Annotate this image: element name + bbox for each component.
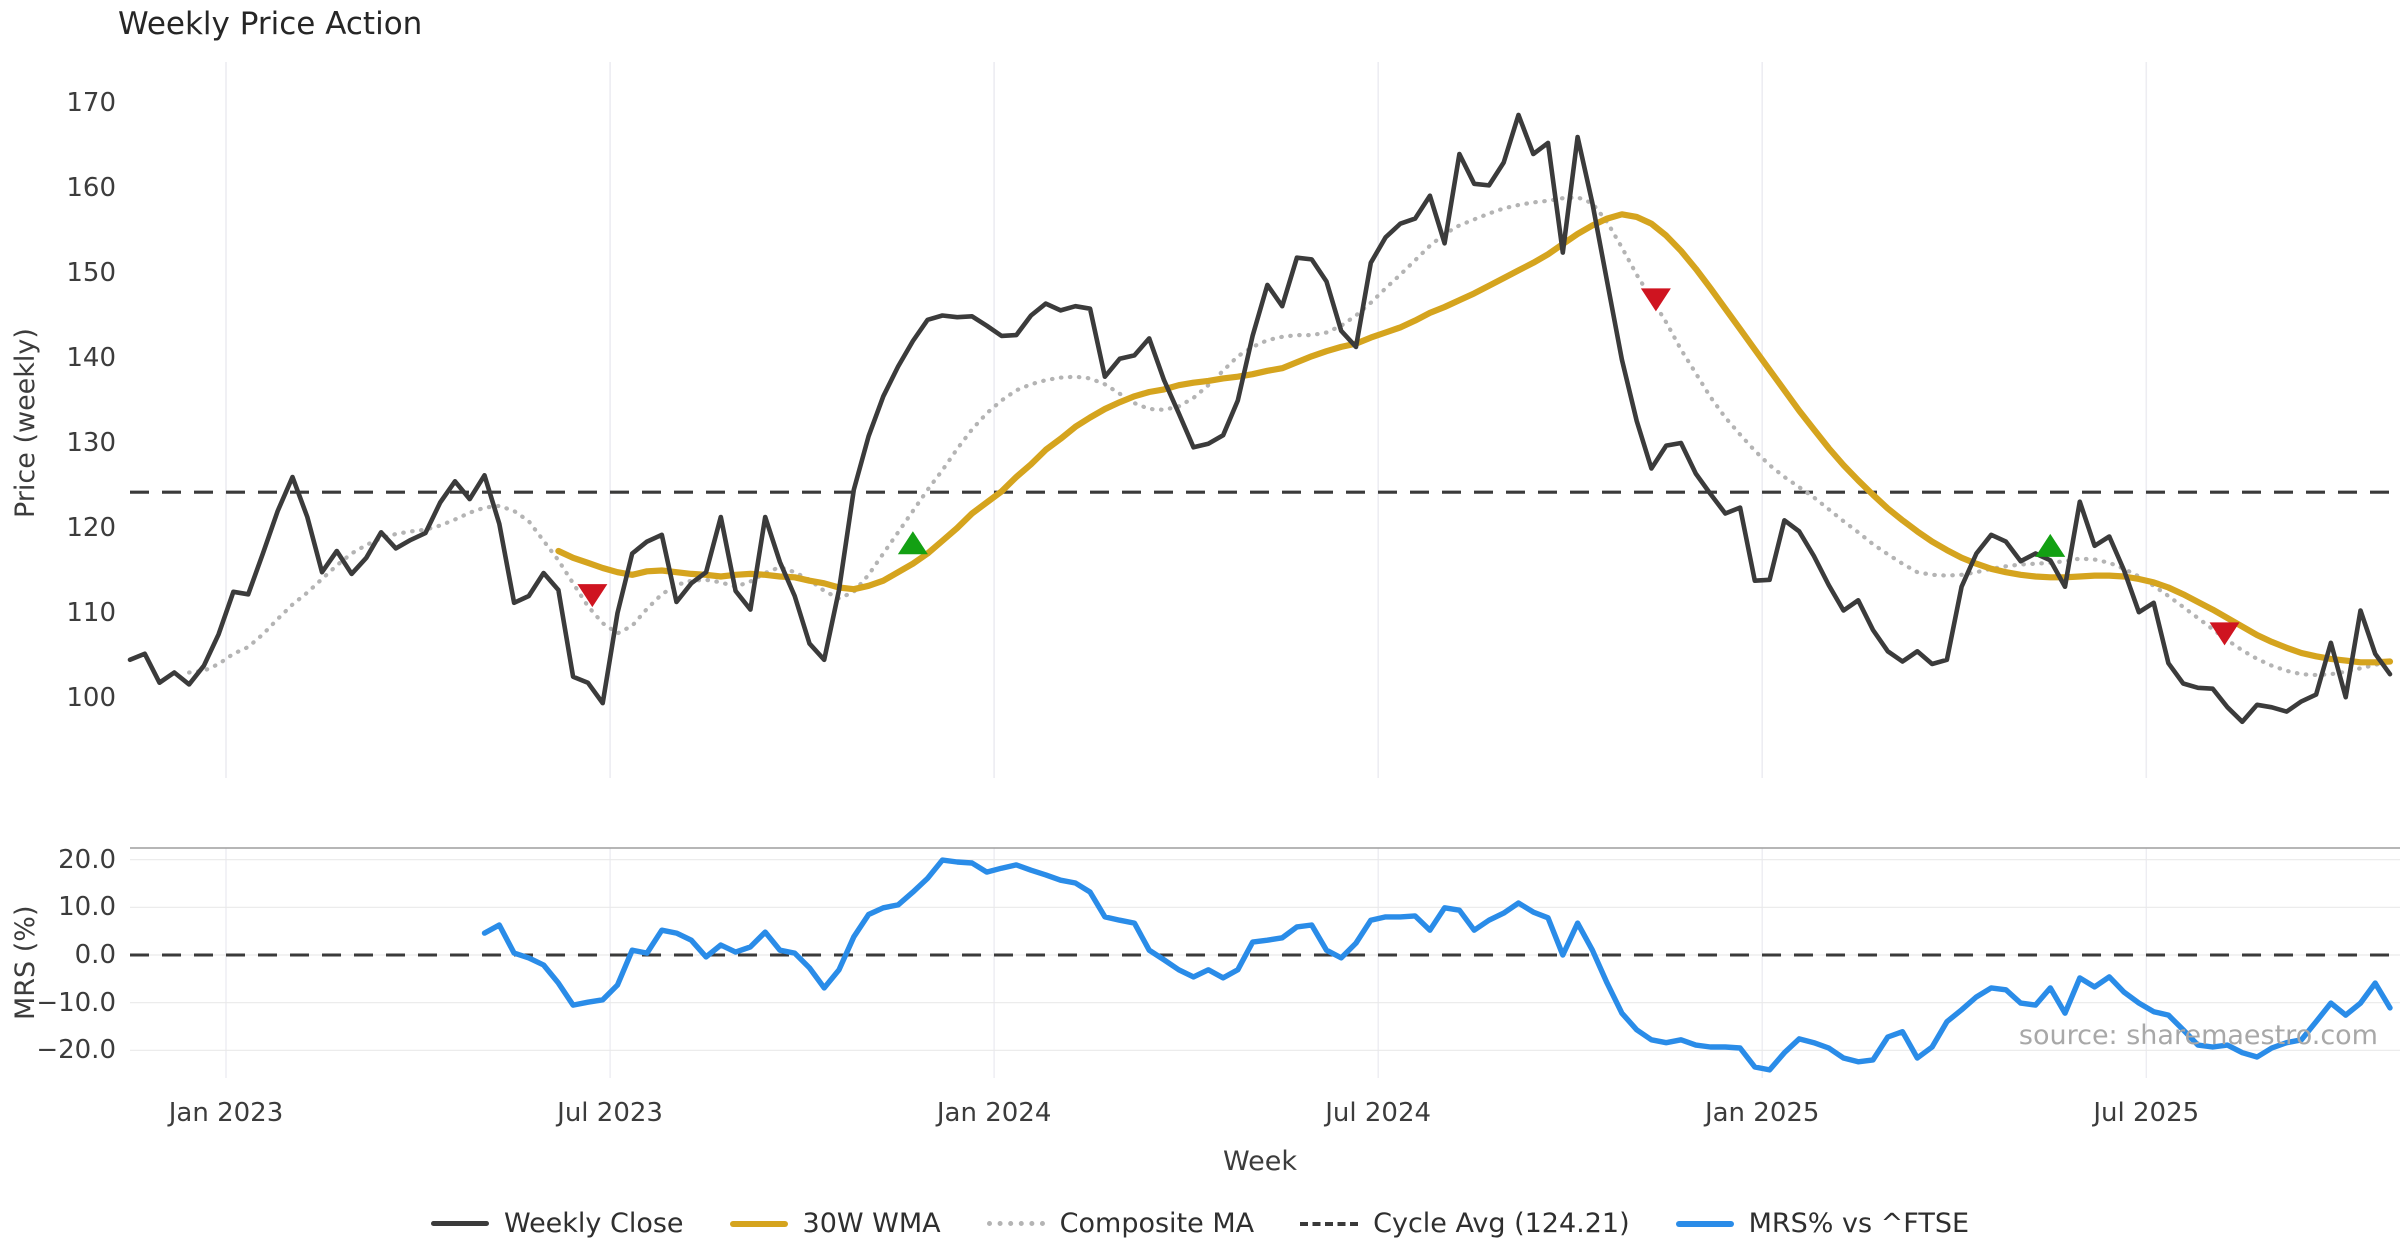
x-tick-jul-2025: Jul 2025	[2093, 1098, 2200, 1128]
legend-item-weekly-close: Weekly Close	[430, 1208, 684, 1239]
legend-item-30w-wma: 30W WMA	[729, 1208, 941, 1239]
x-tick-jul-2024: Jul 2024	[1325, 1098, 1432, 1128]
mrs-y-tick: −20.0	[36, 1035, 116, 1066]
buy-marker-icon	[897, 531, 928, 555]
legend-item-mrs-vs-ftse: MRS% vs ^FTSE	[1675, 1208, 1970, 1239]
composite-ma-line	[187, 195, 2393, 678]
legend-item-cycle-avg-124-21-: Cycle Avg (124.21)	[1300, 1208, 1630, 1239]
legend-label: Composite MA	[1059, 1208, 1255, 1239]
legend-swatch-dashed-icon	[1300, 1221, 1359, 1226]
mrs-y-tick: 20.0	[58, 844, 116, 875]
sell-marker-icon	[1640, 288, 1671, 312]
legend-swatch-solid-icon	[1675, 1220, 1734, 1227]
price-y-tick: 120	[66, 513, 116, 543]
price-y-tick: 100	[66, 683, 116, 713]
x-tick-jan-2025: Jan 2025	[1704, 1098, 1820, 1128]
legend-swatch-solid-icon	[729, 1220, 788, 1227]
wma-30w-line	[555, 211, 2394, 666]
source-watermark: source: sharemaestro.com	[2018, 1020, 2378, 1051]
legend-label: 30W WMA	[802, 1208, 941, 1239]
price-y-tick: 160	[66, 173, 116, 203]
sell-marker-icon	[577, 584, 608, 608]
sell-marker-icon	[2209, 622, 2240, 646]
mrs-y-tick: 10.0	[58, 892, 116, 923]
legend-swatch-dotted-icon	[986, 1221, 1045, 1226]
legend: Weekly Close 30W WMA Composite MA Cycle Avg…	[0, 1208, 2400, 1239]
buy-marker-icon	[2035, 533, 2066, 557]
price-y-tick: 170	[66, 88, 116, 118]
x-tick-jan-2023: Jan 2023	[168, 1098, 284, 1128]
legend-label: MRS% vs ^FTSE	[1748, 1208, 1970, 1239]
x-tick-jan-2024: Jan 2024	[936, 1098, 1052, 1128]
mrs-line	[481, 857, 2393, 1073]
legend-item-composite-ma: Composite MA	[986, 1208, 1255, 1239]
mrs-y-tick: −10.0	[36, 987, 116, 1018]
weekly-close-line	[127, 112, 2393, 725]
gridlines	[130, 62, 2400, 1078]
chart-title: Weekly Price Action	[118, 6, 423, 42]
signal-markers	[577, 288, 2240, 646]
mrs-y-tick: 0.0	[74, 940, 116, 970]
price-panel	[127, 112, 2394, 725]
x-axis-label: Week	[1223, 1146, 1297, 1177]
legend-label: Cycle Avg (124.21)	[1373, 1208, 1630, 1239]
price-y-tick: 150	[66, 258, 116, 288]
x-tick-jul-2023: Jul 2023	[557, 1098, 663, 1128]
legend-swatch-solid-icon	[430, 1221, 489, 1226]
legend-label: Weekly Close	[503, 1208, 684, 1239]
price-y-tick: 130	[66, 428, 116, 458]
price-y-tick: 140	[66, 343, 116, 373]
price-y-tick: 110	[66, 598, 116, 628]
